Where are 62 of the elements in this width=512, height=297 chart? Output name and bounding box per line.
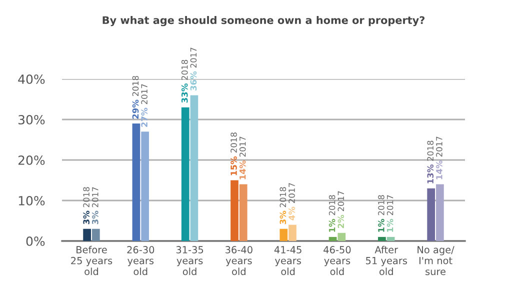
data-label: 1% [378,218,384,232]
x-tick-label: 36-40 years old [226,246,252,276]
data-label: 15% [230,156,237,176]
x-tick-label: 31-35 years old [176,246,204,276]
bar [386,236,395,241]
bar [427,188,436,241]
y-tick-label: 20% [18,155,45,165]
data-label: 14% [239,160,246,180]
x-tick-label: Before 25 years old [71,246,112,276]
x-tick-label: 46-50 years old [324,246,351,276]
text: 2018 [83,187,90,208]
data-label: 1% [386,218,394,232]
bar [288,224,296,241]
text: 2017 [92,187,98,208]
text: 2017 [190,48,197,68]
data-label: 3% [83,210,90,224]
text: 2017 [386,195,394,216]
data-label: 27% [141,108,148,127]
bar [141,132,149,241]
bar [132,124,140,241]
data-label: 14% [436,160,442,180]
x-tick-label: After 51 years old [366,246,407,276]
bar [378,236,386,241]
text: 2017 [141,84,148,104]
text: 2018 [427,140,434,161]
bar [338,232,346,241]
data-label: 1% [328,218,336,232]
data-label: 4% [288,206,295,220]
x-tick-label: 41-45 years old [274,246,302,276]
bar [83,228,91,241]
data-label: 33% [181,84,188,103]
bar [190,95,198,241]
bar [436,184,444,241]
data-label: 29% [132,100,139,119]
data-label: 2% [338,214,344,228]
text: 2018 [378,195,384,216]
text: 2018 [132,76,139,96]
text: 2018 [280,187,286,208]
text: 2017 [239,136,246,157]
data-label: 3% [280,210,286,224]
y-tick-label: 0% [26,236,45,246]
text: 2017 [436,136,442,157]
x-tick-label: No age/ I'm not sure [418,246,454,276]
bar [239,184,248,241]
text: 2017 [288,183,295,203]
bar [328,236,337,241]
text: 2018 [328,195,336,216]
chart-title: By what age should someone own a home or property? [102,16,424,26]
bar [280,228,288,241]
text: 2018 [230,132,237,153]
x-tick-label: 26-30 years old [127,246,154,276]
y-tick-label: 40% [18,74,45,84]
text: 2018 [181,60,188,80]
text: 2017 [338,191,344,212]
data-label: 3% [92,210,98,224]
y-tick-label: 10% [18,196,45,206]
bar [92,228,100,241]
data-label: 13% [427,164,434,184]
data-label: 36% [190,71,197,90]
y-tick-label: 30% [18,114,45,124]
bar [230,180,238,241]
bar [181,107,190,241]
